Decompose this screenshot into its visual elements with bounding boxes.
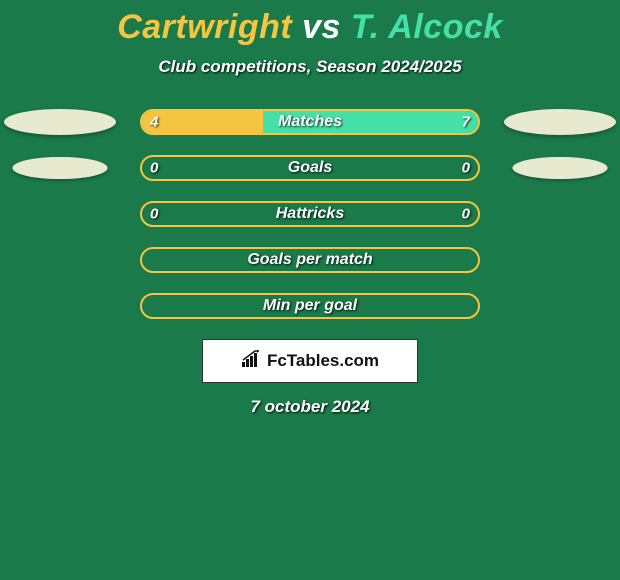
brand-box: FcTables.com (202, 339, 418, 383)
stat-row: Hattricks0 0 (0, 201, 620, 227)
stat-label: Goals per match (142, 251, 478, 269)
ellipse-right (512, 157, 607, 179)
stats-area: Matches47Goals00Hattricks00Goals per mat… (0, 109, 620, 319)
stat-row: Goals0 0 (0, 155, 620, 181)
date: 7 october 2024 (0, 397, 620, 417)
stat-value-left: 0 (150, 206, 158, 223)
subtitle: Club competitions, Season 2024/2025 (0, 57, 620, 77)
brand-label: FcTables.com (267, 351, 379, 371)
stat-value-left: 0 (150, 160, 158, 177)
comparison-infographic: Cartwright vs T. Alcock Club competition… (0, 0, 620, 580)
page-title: Cartwright vs T. Alcock (0, 0, 620, 47)
stat-bar: Matches4 7 (140, 109, 480, 135)
stat-value-right: 7 (462, 114, 470, 131)
stat-label: Min per goal (142, 297, 478, 315)
stat-bar: Goals0 0 (140, 155, 480, 181)
vs-text: vs (302, 8, 341, 46)
stat-bar: Hattricks0 0 (140, 201, 480, 227)
player2-name: T. Alcock (351, 8, 503, 46)
stat-row: Matches4 7 (0, 109, 620, 135)
ellipse-left (4, 109, 116, 135)
stat-bar: Min per goal (140, 293, 480, 319)
chart-icon (241, 350, 263, 373)
stat-label: Matches (142, 113, 478, 131)
stat-row: Goals per match (0, 247, 620, 273)
stat-value-right: 0 (462, 206, 470, 223)
stat-value-left: 4 (150, 114, 158, 131)
stat-row: Min per goal (0, 293, 620, 319)
stat-value-right: 0 (462, 160, 470, 177)
ellipse-left (12, 157, 107, 179)
stat-bar: Goals per match (140, 247, 480, 273)
stat-label: Hattricks (142, 205, 478, 223)
stat-label: Goals (142, 159, 478, 177)
ellipse-right (504, 109, 616, 135)
player1-name: Cartwright (117, 8, 292, 46)
